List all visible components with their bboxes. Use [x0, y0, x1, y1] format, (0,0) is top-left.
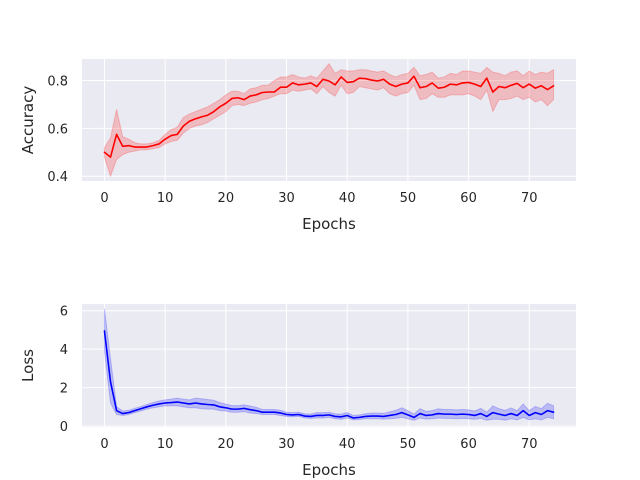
loss-y-tick-label: 6 — [60, 305, 68, 320]
accuracy-y-tick-label: 0.8 — [47, 75, 68, 90]
loss-x-tick-label: 50 — [400, 437, 417, 452]
accuracy-x-tick-label: 60 — [460, 191, 477, 206]
accuracy-x-tick-label: 40 — [339, 191, 356, 206]
accuracy-x-tick-label: 20 — [218, 191, 235, 206]
accuracy-series-line — [103, 75, 555, 158]
accuracy-x-tick-label: 30 — [278, 191, 295, 206]
accuracy-x-tick-label: 50 — [400, 191, 417, 206]
loss-x-axis-label: Epochs — [302, 461, 356, 479]
accuracy-subplot: 0 10 20 30 40 50 60 70 0.4 0.6 0.8 Epochs Accuracy — [19, 59, 576, 233]
accuracy-y-tick-label: 0.4 — [47, 170, 68, 185]
accuracy-x-axis-label: Epochs — [302, 215, 356, 233]
loss-x-tick-label: 30 — [278, 437, 295, 452]
loss-plot-area — [82, 304, 576, 427]
accuracy-x-tick-label: 0 — [100, 191, 108, 206]
accuracy-y-tick-label: 0.6 — [47, 122, 68, 137]
loss-y-axis-label: Loss — [19, 349, 37, 382]
accuracy-x-tick-label: 70 — [521, 191, 538, 206]
loss-x-tick-label: 10 — [157, 437, 174, 452]
accuracy-confidence-band — [103, 62, 555, 178]
loss-x-tick-label: 70 — [521, 437, 538, 452]
loss-y-tick-label: 0 — [60, 420, 68, 435]
loss-x-tick-label: 20 — [218, 437, 235, 452]
loss-x-tick-label: 40 — [339, 437, 356, 452]
loss-x-tick-label: 60 — [460, 437, 477, 452]
accuracy-x-tick-label: 10 — [157, 191, 174, 206]
loss-subplot: 0 10 20 30 40 50 60 70 0 2 4 6 Epochs Loss — [19, 304, 576, 479]
accuracy-y-axis-label: Accuracy — [19, 86, 37, 155]
loss-y-tick-label: 4 — [60, 343, 68, 358]
loss-x-tick-label: 0 — [100, 437, 108, 452]
loss-confidence-band — [103, 308, 555, 421]
loss-series-line — [103, 330, 555, 419]
loss-y-tick-label: 2 — [60, 382, 68, 397]
accuracy-plot-area — [82, 59, 576, 181]
